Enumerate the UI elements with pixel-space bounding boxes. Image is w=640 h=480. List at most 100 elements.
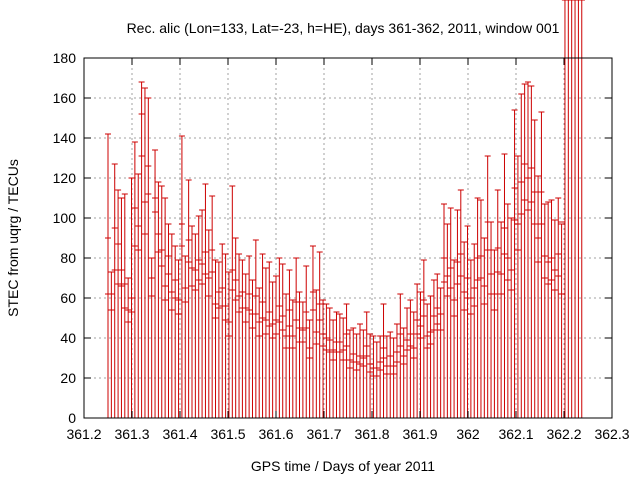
data-point [545,201,552,418]
data-point [121,193,128,418]
data-series [105,0,585,418]
data-point [424,303,431,418]
data-point [343,303,350,418]
data-point [276,257,283,418]
data-point [131,141,138,418]
data-point [444,223,451,418]
data-point [360,329,367,418]
data-point [400,327,407,418]
data-point [125,277,132,418]
plot-border [83,57,613,419]
data-point [141,87,148,418]
x-tick-label: 362.2 [546,426,581,442]
data-point [541,203,548,418]
data-point [115,189,122,418]
data-point [551,219,558,418]
data-point [474,197,481,418]
data-point [568,0,575,418]
data-point [289,299,296,418]
data-point [232,237,239,418]
data-point [293,257,300,418]
data-point [309,245,316,418]
data-point [437,287,444,418]
data-point [205,229,212,418]
data-point [165,223,172,418]
data-point [390,337,397,418]
data-point [410,311,417,418]
data-point [313,289,320,418]
x-tick-label: 361.7 [306,426,341,442]
y-tick-label: 0 [68,410,76,426]
data-point [461,241,468,418]
data-point [377,335,384,418]
data-point [219,243,226,418]
y-tick-label: 40 [60,330,76,346]
data-point [521,83,528,418]
x-tick-label: 362.1 [498,426,533,442]
x-tick-label: 361.9 [402,426,437,442]
y-tick-label: 20 [60,370,76,386]
y-tick-label: 60 [60,290,76,306]
data-point [565,0,572,418]
data-point [434,273,441,418]
y-tick-label: 120 [53,170,77,186]
data-point [397,293,404,418]
data-point [145,97,152,418]
x-axis-label: GPS time / Days of year 2011 [251,458,435,474]
data-point [185,179,192,418]
y-tick-label: 140 [53,130,77,146]
data-point [135,173,142,418]
data-point [108,271,115,418]
data-point [407,299,414,418]
data-point [246,255,253,418]
data-point [286,269,293,418]
y-tick-label: 100 [53,210,77,226]
data-point [357,323,363,418]
data-point [340,317,347,418]
data-point [152,149,159,418]
data-point [118,197,125,418]
data-point [511,109,518,418]
data-point [279,263,286,418]
data-point [242,273,249,418]
data-point [481,237,488,418]
data-point [111,163,118,418]
data-point [477,199,484,418]
data-point [427,295,434,418]
data-point [326,307,333,418]
data-point [168,233,175,418]
data-point [252,239,259,418]
x-tick-label: 361.6 [258,426,293,442]
data-point [283,293,290,418]
data-point [467,259,474,418]
data-point [259,253,266,418]
data-point [195,215,202,418]
data-point [447,207,454,418]
data-point [508,217,515,418]
x-tick-label: 361.3 [114,426,149,442]
data-point [346,329,353,418]
data-point [393,323,400,418]
data-point [538,111,545,418]
x-tick-label: 361.5 [210,426,245,442]
data-point [518,93,525,418]
data-point [320,299,327,418]
data-point [138,81,145,418]
data-point [128,177,135,418]
data-point [548,199,555,418]
data-point [202,183,209,418]
data-point [531,119,538,418]
data-point [148,257,155,418]
chart-title: Rec. alic (Lon=133, Lat=-23, h=HE), days… [127,20,560,36]
y-axis-label: STEC from uqrg / TECUs [5,159,21,317]
data-point [209,195,216,418]
x-tick-label: 362.3 [594,426,629,442]
data-point [504,203,511,418]
data-point [306,319,313,418]
data-point [296,291,303,418]
data-point [555,197,562,418]
y-tick-label: 160 [53,90,77,106]
data-point [494,189,501,418]
data-point [420,259,427,418]
data-point [256,287,263,418]
